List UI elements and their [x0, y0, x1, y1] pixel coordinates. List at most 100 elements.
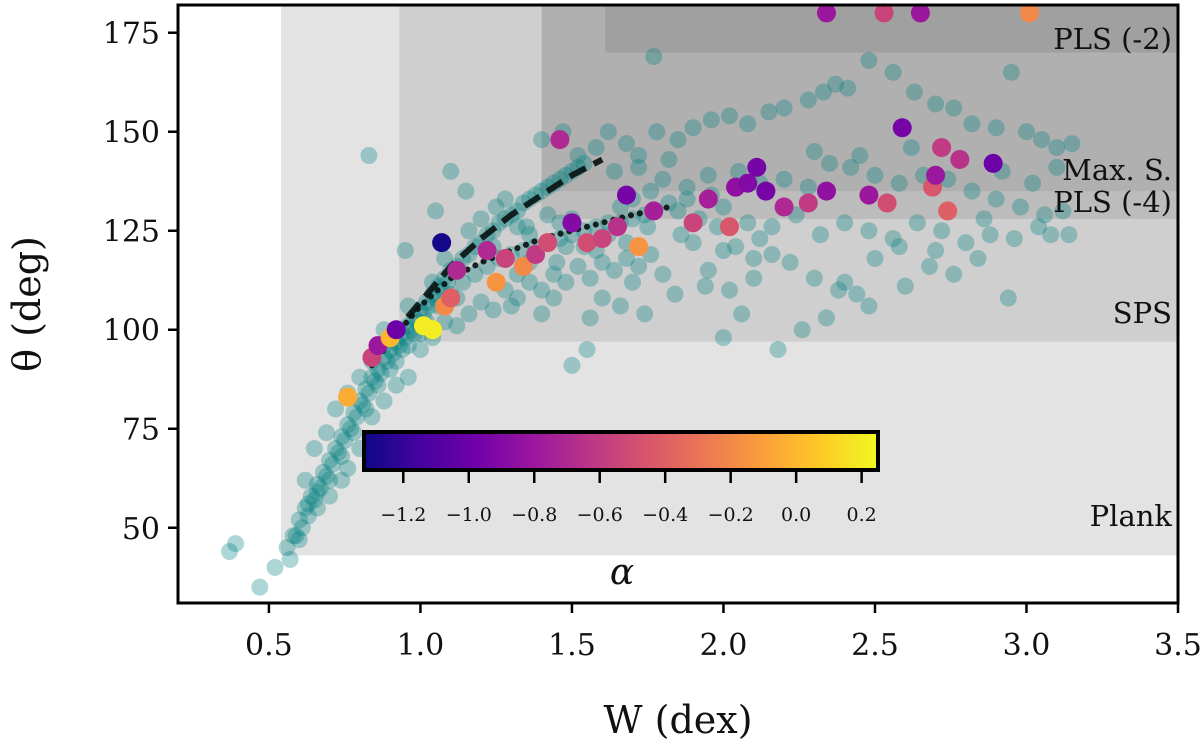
sample-point: [727, 238, 745, 256]
alpha-point: [816, 3, 836, 23]
sample-point: [902, 139, 920, 157]
region-label-pls-4: PLS (-4): [1053, 185, 1172, 219]
sample-point: [921, 257, 939, 275]
alpha-point: [477, 241, 497, 261]
sample-point: [496, 190, 514, 208]
alpha-point: [877, 193, 897, 213]
sample-point: [399, 337, 417, 355]
alpha-point: [447, 260, 467, 280]
sample-point: [1048, 158, 1066, 176]
sample-point: [945, 99, 963, 117]
sample-point: [684, 119, 702, 137]
alpha-point: [756, 181, 776, 201]
sample-point: [308, 483, 326, 501]
alpha-point: [798, 193, 818, 213]
sample-point: [557, 273, 575, 291]
sample-point: [987, 119, 1005, 137]
sample-point: [472, 293, 490, 311]
sample-point: [221, 543, 239, 561]
regime-regions: [281, 5, 1179, 556]
sample-point: [763, 245, 781, 263]
sample-point: [696, 277, 714, 295]
reference-sample-points: [221, 47, 1081, 596]
y-axis-label: θ (deg): [5, 236, 49, 372]
sample-point: [342, 420, 360, 438]
sample-point: [321, 487, 339, 505]
sample-point: [839, 79, 857, 97]
alpha-point: [513, 256, 533, 276]
alpha-point: [738, 173, 758, 193]
sample-point: [1033, 131, 1051, 149]
sample-point: [290, 511, 308, 529]
alpha-point: [1020, 3, 1040, 23]
alpha-point: [386, 320, 406, 340]
sample-point: [508, 289, 526, 307]
x-tick-label: 2.5: [851, 628, 899, 663]
sample-point: [821, 154, 839, 172]
sample-point: [508, 218, 526, 236]
sample-point: [1002, 63, 1020, 81]
sample-point: [963, 115, 981, 133]
sample-point: [866, 249, 884, 267]
sample-point: [587, 139, 605, 157]
sample-point: [448, 317, 466, 335]
sample-point: [714, 198, 732, 216]
sample-point: [927, 95, 945, 113]
sample-point: [830, 281, 848, 299]
sample-point: [593, 289, 611, 307]
sample-point: [639, 218, 657, 236]
alpha-point: [538, 233, 558, 253]
sample-point: [630, 146, 648, 164]
colorbar-tick-label: −0.4: [642, 504, 688, 526]
sample-point: [317, 467, 335, 485]
y-tick-label: 125: [103, 215, 160, 250]
alpha-point: [577, 233, 597, 253]
x-axis-label: W (dex): [603, 698, 752, 742]
sample-point: [296, 471, 314, 489]
alpha-point: [616, 185, 636, 205]
sample-point: [442, 162, 460, 180]
sample-point: [775, 99, 793, 117]
sample-point: [502, 297, 520, 315]
sample-point: [317, 424, 335, 442]
sample-point: [251, 578, 269, 596]
sample-point: [699, 261, 717, 279]
sample-point: [354, 396, 372, 414]
sample-point: [805, 269, 823, 287]
sample-point: [545, 265, 563, 283]
sample-point: [327, 440, 345, 458]
sample-point: [360, 146, 378, 164]
sample-point: [836, 273, 854, 291]
alpha-point: [526, 244, 546, 264]
sample-point: [945, 265, 963, 283]
sample-point: [721, 107, 739, 125]
alpha-point: [859, 185, 879, 205]
sample-point: [396, 242, 414, 260]
alpha-colored-points: [338, 3, 1040, 407]
sample-point: [569, 146, 587, 164]
sample-point: [387, 352, 405, 370]
sample-point: [630, 257, 648, 275]
alpha-point: [950, 149, 970, 169]
sample-point: [793, 321, 811, 339]
sample-point: [393, 341, 411, 359]
sample-point: [321, 451, 339, 469]
sample-point: [557, 238, 575, 256]
sample-point: [375, 392, 393, 410]
sample-point: [563, 356, 581, 374]
alpha-point: [432, 233, 452, 253]
alpha-point: [983, 153, 1003, 173]
alpha-point: [683, 213, 703, 233]
sample-point: [624, 273, 642, 291]
alpha-point: [910, 3, 930, 23]
sample-point: [605, 162, 623, 180]
sample-point: [366, 372, 384, 390]
sample-point: [814, 83, 832, 101]
sample-point: [308, 499, 326, 517]
alpha-point: [338, 387, 358, 407]
sample-point: [999, 289, 1017, 307]
sample-point: [884, 230, 902, 248]
sample-point: [517, 218, 535, 236]
sample-point: [333, 428, 351, 446]
sample-point: [660, 150, 678, 168]
